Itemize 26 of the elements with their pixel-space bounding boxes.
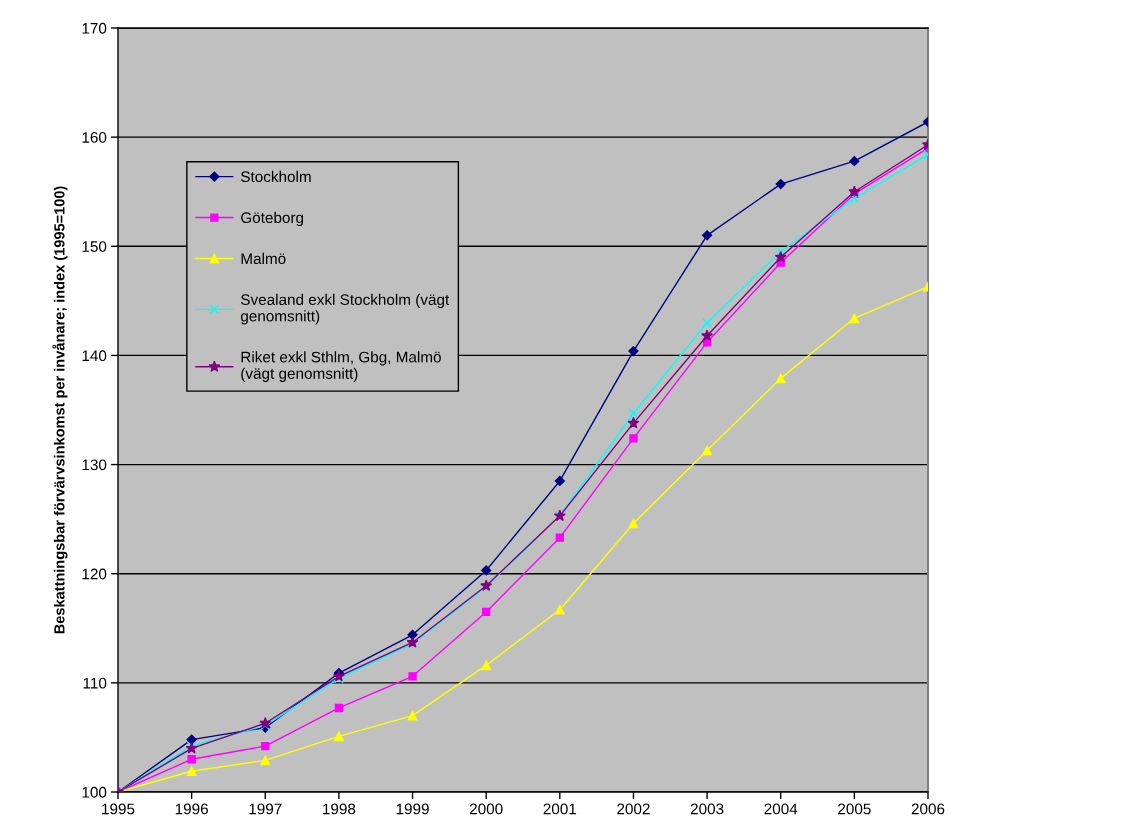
y-tick-label: 110: [83, 677, 107, 689]
legend-label: Göteborg: [241, 211, 304, 227]
x-tick-label: 1998: [323, 803, 356, 815]
legend-label: Svealand exkl Stockholm (vägt genomsnitt): [240, 293, 450, 325]
y-axis-title: Beskattningsbar förvärvsinkomst per invånare; index (1995=100): [52, 186, 68, 634]
x-tick-label: 1999: [396, 803, 429, 815]
y-tick-label: 130: [82, 459, 107, 471]
x-tick-label: 2004: [764, 803, 798, 815]
x-tick-label: 2003: [690, 803, 724, 815]
legend-label: Stockholm: [241, 170, 311, 183]
x-tick-label: 2001: [543, 803, 577, 815]
y-tick-label: 170: [82, 22, 107, 34]
y-tick-label: 140: [82, 350, 107, 362]
x-tick-label: 2000: [469, 803, 503, 815]
x-tick-label: 2006: [911, 803, 945, 815]
y-tick-label: 120: [82, 568, 107, 580]
x-tick-label: 1995: [102, 803, 135, 815]
y-tick-label: 100: [82, 786, 107, 798]
y-tick-label: 150: [82, 241, 107, 252]
x-tick-label: 2002: [617, 803, 650, 815]
x-tick-label: 1997: [249, 803, 282, 815]
x-tick-label: 1996: [175, 803, 208, 815]
y-tick-label: 160: [82, 132, 107, 143]
x-tick-label: 2005: [838, 803, 871, 815]
legend-label: Riket exkl Sthlm, Gbg, Malmö (vägt genomsnitt): [241, 351, 441, 382]
legend-label: Malmö: [241, 252, 286, 265]
